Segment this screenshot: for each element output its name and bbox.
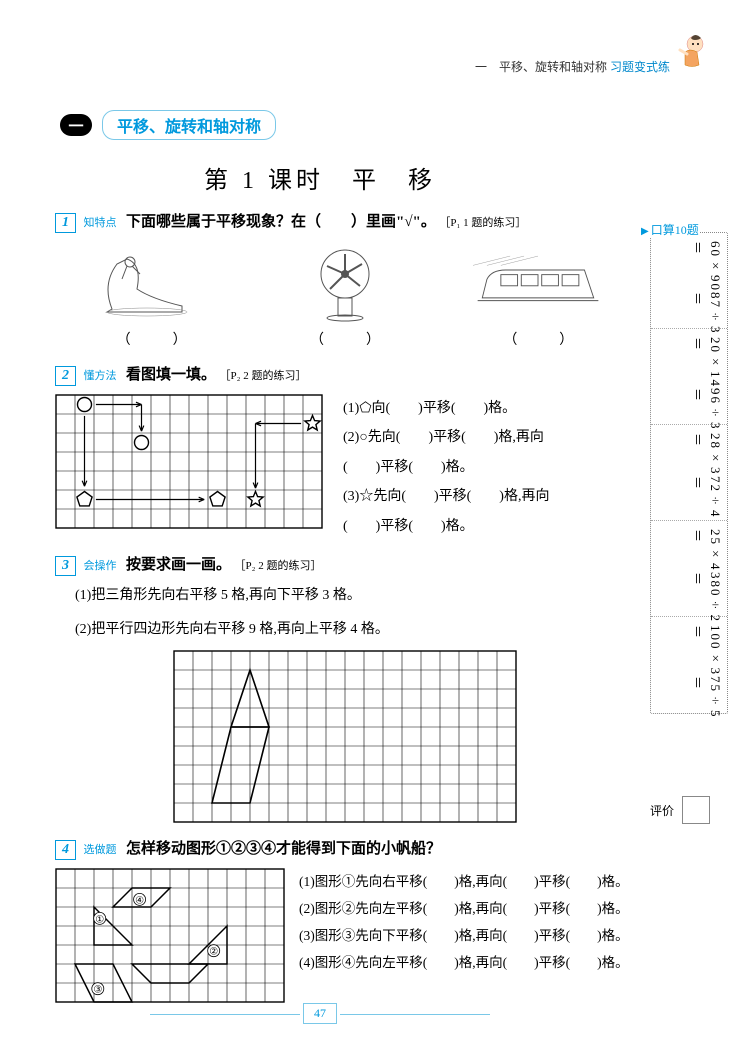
question-number: 4 — [55, 840, 76, 860]
sidebar-title: 口算10题 — [641, 221, 699, 238]
breadcrumb: 一 平移、旋转和轴对称 习题变式练 — [475, 58, 670, 75]
sidebar-problem-pair: 28×3＝72÷4＝ — [651, 425, 727, 521]
chapter-number: 一 — [60, 114, 92, 136]
chapter-title: 平移、旋转和轴对称 — [102, 110, 276, 140]
sidebar-problem-pair: 60×90＝87÷3＝ — [651, 233, 727, 329]
rating-box — [682, 796, 710, 824]
question-text: 下面哪些属于平移现象？在（ ）里画"√"。 — [126, 214, 436, 230]
question-text: 看图填一填。 — [126, 367, 216, 383]
slide-illustration — [87, 243, 217, 323]
q4-line-4: (4)图形④先向左平移( )格,再向( )平移( )格。 — [299, 949, 629, 976]
question-2: 2 懂方法 看图填一填。 ［P₂ 2 题的练习］ (1)⬠向( )平移( )格。… — [55, 363, 635, 541]
lesson-title: 第 1 课时 平 移 — [0, 160, 640, 195]
rating: 评价 — [650, 796, 728, 824]
sidebar-mental-math: 口算10题 60×90＝87÷3＝ 20×14＝96÷3＝ 28×3＝72÷4＝… — [650, 232, 728, 714]
answer-parentheses-row: （ ） （ ） （ ） — [55, 329, 635, 349]
fill-blanks-q2: (1)⬠向( )平移( )格。 (2)○先向( )平移( )格,再向 ( )平移… — [343, 394, 549, 541]
question-number: 3 — [55, 556, 76, 576]
svg-text:④: ④ — [135, 895, 144, 906]
sidebar-problem-pair: 100×3＝75÷5＝ — [651, 617, 727, 713]
q2-line-4: (3)☆先向( )平移( )格,再向 — [343, 482, 549, 511]
q3-item-1: (1)把三角形先向右平移 5 格,再向下平移 3 格。 — [75, 582, 635, 610]
question-note: ［P₂ 2 题的练习］ — [235, 560, 322, 572]
q4-line-2: (2)图形②先向左平移( )格,再向( )平移( )格。 — [299, 895, 629, 922]
answer-blank: （ ） — [87, 329, 217, 349]
rating-label: 评价 — [650, 802, 674, 819]
page-number: 47 — [0, 1003, 640, 1024]
question-number: 1 — [55, 213, 76, 233]
answer-blank: （ ） — [473, 329, 603, 349]
q3-item-2: (2)把平行四边形先向右平移 9 格,再向上平移 4 格。 — [75, 616, 635, 644]
q4-line-1: (1)图形①先向右平移( )格,再向( )平移( )格。 — [299, 868, 629, 895]
question-tag: 知特点 — [84, 217, 117, 229]
answer-blank: （ ） — [280, 329, 410, 349]
question-3: 3 会操作 按要求画一画。 ［P₂ 2 题的练习］ (1)把三角形先向右平移 5… — [55, 553, 635, 823]
q4-line-3: (3)图形③先向下平移( )格,再向( )平移( )格。 — [299, 922, 629, 949]
chapter-header: 一 平移、旋转和轴对称 — [60, 110, 276, 140]
grid-diagram-q4: ① ④ ③ ② — [55, 868, 285, 1003]
fill-blanks-q4: (1)图形①先向右平移( )格,再向( )平移( )格。 (2)图形②先向左平移… — [299, 868, 629, 1003]
q2-line-5: ( )平移( )格。 — [343, 512, 549, 541]
sidebar-problem-pair: 20×14＝96÷3＝ — [651, 329, 727, 425]
mascot-icon — [665, 30, 710, 75]
question-tag: 会操作 — [84, 560, 117, 572]
svg-text:③: ③ — [93, 985, 102, 996]
fan-illustration — [280, 243, 410, 323]
question-note: ［P₁ 1 题的练习］ — [439, 217, 526, 229]
question-text: 按要求画一画。 — [126, 557, 231, 573]
question-number: 2 — [55, 366, 76, 386]
question-text: 怎样移动图形①②③④才能得到下面的小帆船？ — [126, 841, 441, 857]
question-tag: 选做题 — [84, 844, 117, 856]
sidebar-problem-pair: 25×4＝380÷2＝ — [651, 521, 727, 617]
grid-diagram-q3 — [55, 650, 635, 823]
question-note: ［P₂ 2 题的练习］ — [220, 370, 307, 382]
grid-diagram-q2 — [55, 394, 323, 541]
train-illustration — [473, 243, 603, 323]
q2-line-2: (2)○先向( )平移( )格,再向 — [343, 423, 549, 452]
question-tag: 懂方法 — [84, 370, 117, 382]
main-content: 1 知特点 下面哪些属于平移现象？在（ ）里画"√"。 ［P₁ 1 题的练习］ … — [55, 210, 635, 1015]
svg-text:①: ① — [95, 914, 104, 925]
svg-text:②: ② — [209, 947, 218, 958]
question-1: 1 知特点 下面哪些属于平移现象？在（ ）里画"√"。 ［P₁ 1 题的练习］ … — [55, 210, 635, 349]
breadcrumb-chapter: 一 平移、旋转和轴对称 — [475, 60, 607, 74]
q2-line-1: (1)⬠向( )平移( )格。 — [343, 394, 549, 423]
q2-line-3: ( )平移( )格。 — [343, 453, 549, 482]
question-4: 4 选做题 怎样移动图形①②③④才能得到下面的小帆船？ ① ④ ③ ② (1)图形①先… — [55, 837, 635, 1003]
breadcrumb-section: 习题变式练 — [610, 60, 670, 74]
